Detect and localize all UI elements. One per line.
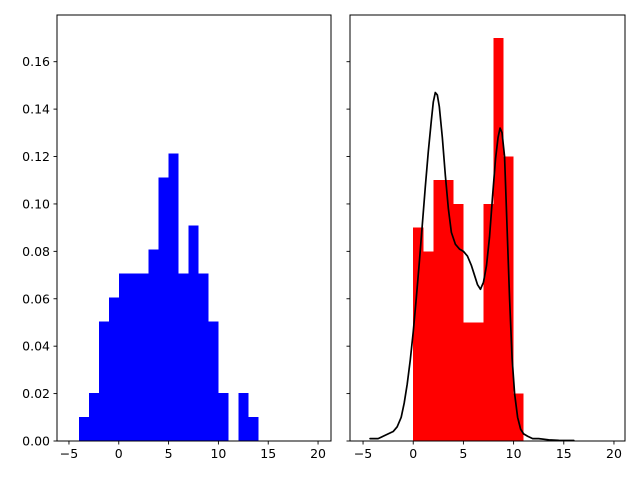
right-histogram-bar [493,37,504,442]
left-histogram-bar [128,273,139,441]
axes-right-histogram: −5 0 5 10 15 20 [346,14,626,461]
axes-left-histogram: −5 0 5 10 15 20 0.00 0.02 0.04 0.06 0.08 0.10 0.12 0.… [22,14,332,461]
x-tick-label: −5 [354,446,372,461]
axes-frame [56,14,332,442]
x-tick-label: 15 [260,446,276,461]
right-histogram-bar [413,227,424,441]
left-histogram-bar [88,393,99,441]
left-histogram-bar [118,273,129,441]
x-tick-label: −5 [60,446,78,461]
left-histogram-bar [248,417,259,441]
x-tick-label: 20 [310,446,326,461]
right-histogram-bar [443,180,454,442]
left-histogram-bar [138,273,149,441]
right-histogram-bar [503,156,514,441]
left-histogram-bar [98,321,109,441]
left-histogram-bar [198,273,209,441]
y-tick-label: 0.14 [22,102,50,117]
x-tick-label: 5 [165,446,173,461]
right-histogram-bar [453,203,464,441]
left-histogram-bar [218,393,229,441]
x-tick-label: 20 [606,446,622,461]
left-histogram-bar [78,417,89,441]
right-histogram-bar [473,322,484,441]
left-histogram-bar [108,297,119,441]
y-tick-label: 0.02 [22,386,50,401]
y-tick-label: 0.06 [22,291,50,306]
y-tick-label: 0.16 [22,54,50,69]
left-histogram-bar [188,225,199,441]
y-tick-label: 0.04 [22,339,50,354]
right-histogram-bar [513,393,524,441]
y-tick-label: 0.10 [22,196,50,211]
left-histogram-bar [168,153,179,441]
x-tick-label: 10 [210,446,226,461]
x-tick-label: 15 [556,446,572,461]
right-histogram-bar [483,203,494,441]
left-histogram-bar [148,249,159,441]
x-tick-label: 0 [409,446,417,461]
x-tick-label: 10 [506,446,522,461]
kde-curve [369,91,575,442]
right-histogram-bar [433,180,444,442]
x-tick-label: 0 [115,446,123,461]
right-histogram-bar [463,322,474,441]
axes-frame [349,14,626,442]
right-histogram-bar [423,251,434,441]
left-histogram-bar [208,321,219,441]
y-tick-label: 0.12 [22,149,50,164]
left-histogram-bar [158,177,169,441]
y-tick-label: 0.00 [22,434,50,449]
x-tick-label: 5 [459,446,467,461]
left-histogram-bar [178,273,189,441]
y-tick-label: 0.08 [22,244,50,259]
left-histogram-bar [238,393,249,441]
